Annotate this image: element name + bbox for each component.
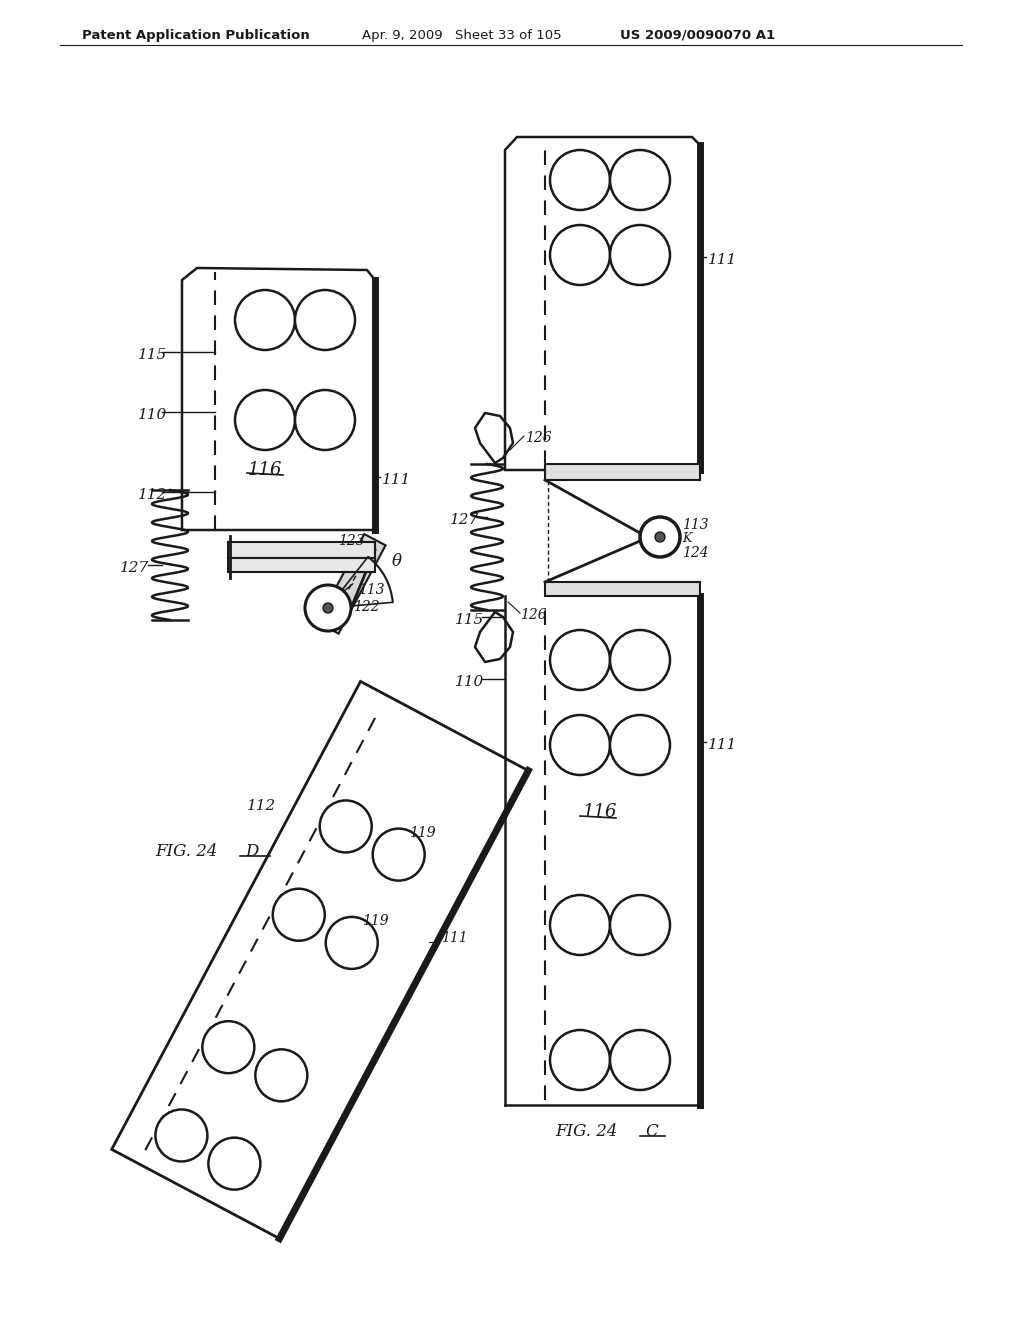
Text: Sheet 33 of 105: Sheet 33 of 105 — [455, 29, 561, 42]
Circle shape — [610, 1030, 670, 1090]
Circle shape — [550, 895, 610, 954]
Circle shape — [319, 800, 372, 853]
Circle shape — [550, 1030, 610, 1090]
Text: 113: 113 — [358, 583, 385, 597]
Circle shape — [295, 389, 355, 450]
Text: 113: 113 — [682, 517, 709, 532]
Text: 111: 111 — [441, 931, 468, 945]
Circle shape — [156, 1110, 208, 1162]
Polygon shape — [112, 681, 528, 1238]
Text: 127: 127 — [450, 513, 479, 527]
Circle shape — [305, 585, 351, 631]
Text: 119: 119 — [361, 913, 388, 928]
Circle shape — [610, 150, 670, 210]
Text: 126: 126 — [525, 432, 552, 445]
Text: 110: 110 — [455, 675, 484, 689]
Text: 122: 122 — [353, 601, 380, 614]
Polygon shape — [317, 535, 386, 634]
Text: 124: 124 — [682, 546, 709, 560]
Text: FIG. 24: FIG. 24 — [155, 843, 217, 861]
Bar — [228, 543, 375, 558]
Bar — [228, 558, 375, 572]
Text: 126: 126 — [520, 609, 547, 622]
Circle shape — [255, 1049, 307, 1101]
Text: C: C — [645, 1123, 657, 1140]
Text: 112: 112 — [247, 799, 276, 813]
Text: D: D — [245, 843, 258, 861]
Text: 111: 111 — [382, 473, 412, 487]
Text: Patent Application Publication: Patent Application Publication — [82, 29, 309, 42]
Text: θ: θ — [392, 553, 402, 570]
Text: 123: 123 — [338, 535, 365, 548]
Circle shape — [610, 224, 670, 285]
Circle shape — [326, 917, 378, 969]
Bar — [545, 582, 700, 597]
PathPatch shape — [182, 268, 375, 531]
Circle shape — [295, 290, 355, 350]
PathPatch shape — [505, 137, 700, 470]
Text: 127: 127 — [120, 561, 150, 576]
Bar — [545, 465, 700, 480]
Text: 112: 112 — [138, 488, 167, 502]
Circle shape — [655, 532, 665, 543]
Text: 116: 116 — [583, 803, 617, 821]
Text: K: K — [682, 532, 691, 545]
Circle shape — [550, 224, 610, 285]
Text: 111: 111 — [708, 738, 737, 752]
Circle shape — [550, 630, 610, 690]
Circle shape — [373, 829, 425, 880]
Text: Apr. 9, 2009: Apr. 9, 2009 — [362, 29, 442, 42]
Text: 111: 111 — [708, 253, 737, 267]
Circle shape — [550, 715, 610, 775]
Text: 119: 119 — [409, 825, 435, 840]
Circle shape — [323, 603, 333, 612]
Text: FIG. 24: FIG. 24 — [555, 1123, 617, 1140]
Circle shape — [203, 1022, 254, 1073]
Circle shape — [234, 290, 295, 350]
Circle shape — [610, 630, 670, 690]
Circle shape — [610, 895, 670, 954]
Circle shape — [272, 888, 325, 941]
Circle shape — [640, 517, 680, 557]
Text: 110: 110 — [138, 408, 167, 422]
Circle shape — [234, 389, 295, 450]
Text: 115: 115 — [455, 612, 484, 627]
Circle shape — [208, 1138, 260, 1189]
Circle shape — [610, 715, 670, 775]
Text: 115: 115 — [138, 348, 167, 362]
Text: US 2009/0090070 A1: US 2009/0090070 A1 — [620, 29, 775, 42]
Circle shape — [550, 150, 610, 210]
Text: 116: 116 — [248, 461, 283, 479]
